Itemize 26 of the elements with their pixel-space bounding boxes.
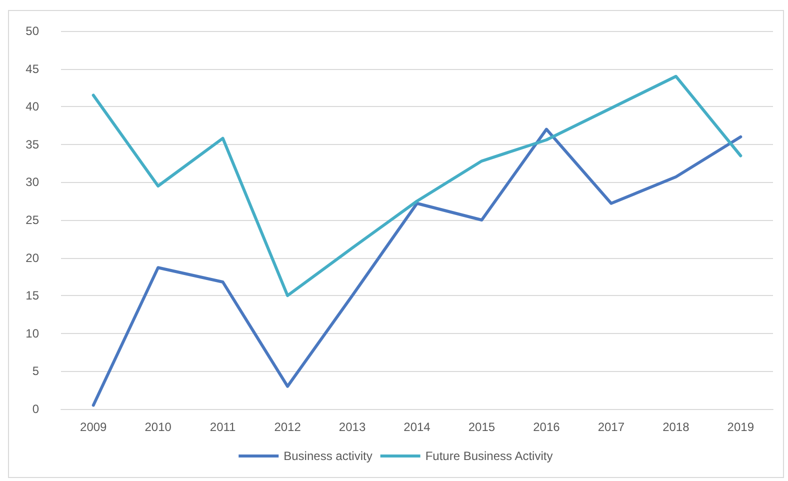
x-tick-label: 2019 [727, 420, 754, 434]
y-tick-label: 15 [26, 288, 40, 303]
y-tick-label: 45 [26, 62, 40, 76]
y-tick-label: 30 [26, 175, 40, 190]
x-tick-label: 2018 [662, 420, 690, 434]
y-tick-label: 35 [26, 137, 40, 152]
y-tick-label: 20 [26, 250, 40, 265]
y-tick-label: 50 [26, 24, 40, 38]
y-tick-label: 0 [32, 402, 40, 416]
line-series [92, 74, 742, 298]
y-tick-label: 5 [32, 364, 40, 378]
y-tick-label: 10 [26, 326, 40, 340]
x-tick-label: 2015 [468, 420, 496, 434]
x-tick-label: 2011 [210, 420, 236, 434]
y-tick-label: 25 [26, 213, 40, 227]
x-tick-label: 2010 [144, 420, 172, 434]
line-series [92, 128, 742, 407]
x-tick-label: 2017 [598, 420, 625, 434]
legend-label: Future Business Activity [425, 449, 553, 463]
legend-label: Business activity [284, 449, 372, 463]
x-tick-label: 2013 [338, 420, 366, 434]
x-tick-label: 2012 [274, 420, 302, 434]
x-tick-label: 2016 [533, 420, 560, 434]
y-tick-label: 40 [26, 100, 40, 114]
x-tick-label: 2014 [404, 420, 431, 434]
x-tick-label: 2009 [80, 420, 108, 434]
